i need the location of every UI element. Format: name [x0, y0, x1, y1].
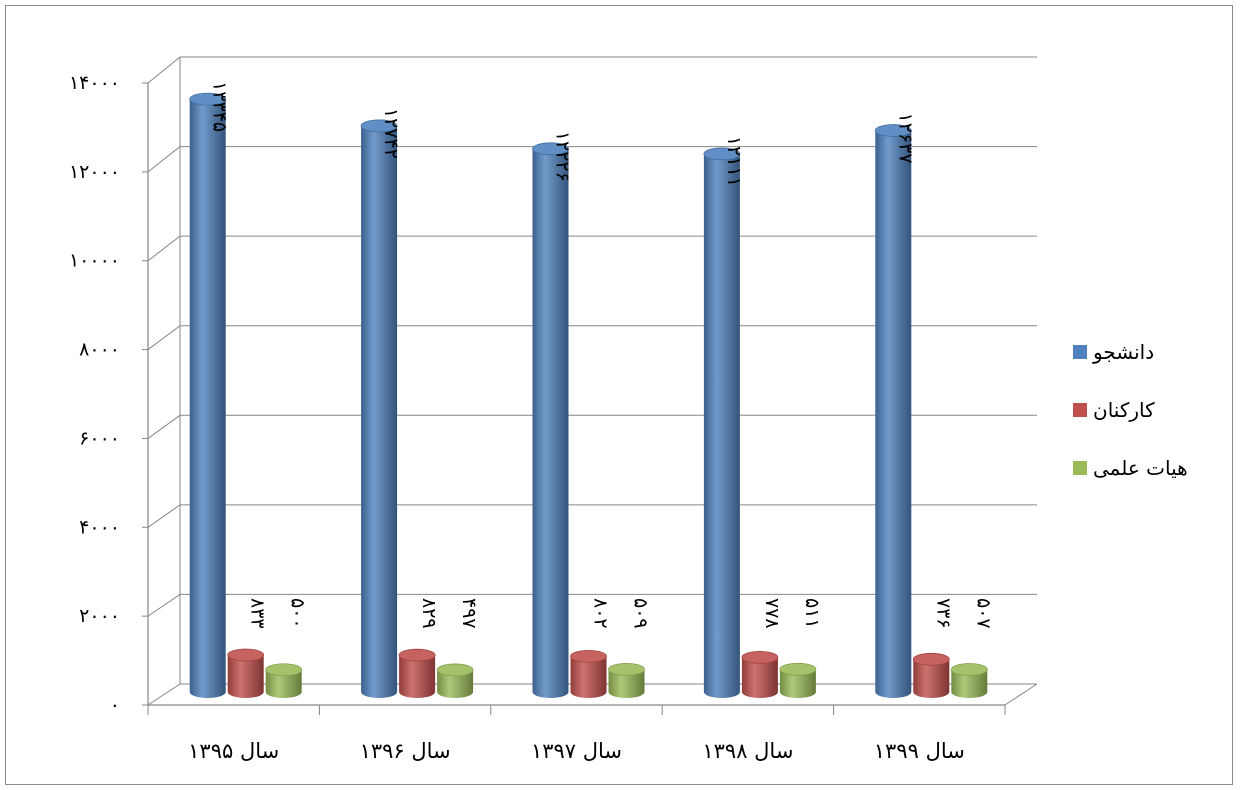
y-tick-label: ۱۰۰۰۰	[69, 250, 120, 272]
bar-body	[532, 148, 569, 698]
bar-top	[189, 92, 227, 106]
bar-top	[265, 663, 303, 677]
bar-top	[950, 663, 988, 676]
bar	[189, 92, 227, 699]
legend-label: دانشجو	[1093, 340, 1155, 364]
x-tick-label: سال ۱۳۹۹	[874, 739, 965, 763]
x-tick-label: سال ۱۳۹۸	[702, 739, 793, 763]
y-tick-label: ۶۰۰۰	[79, 427, 120, 449]
bar-body	[703, 153, 740, 699]
x-tick-label: سال ۱۳۹۶	[360, 739, 451, 763]
y-tick-label: ۴۰۰۰	[79, 516, 120, 538]
y-tick-label: ۲۰۰۰	[79, 605, 120, 627]
bar-top	[570, 649, 607, 663]
legend-swatch	[1073, 345, 1087, 359]
data-label: ۱۲۲۲۶	[552, 131, 574, 182]
bar-top	[608, 662, 645, 676]
gridline-diag	[147, 594, 181, 617]
bars	[189, 92, 988, 699]
bar-body	[741, 657, 778, 698]
legend-swatch	[1073, 403, 1087, 417]
data-label: ۷۷۸	[761, 598, 783, 629]
y-tick-label: ۰	[110, 694, 120, 716]
bar	[436, 663, 474, 698]
legend-swatch	[1073, 461, 1087, 475]
data-label: ۵۰۰	[287, 598, 309, 629]
bar	[227, 648, 265, 698]
bar-top	[532, 142, 569, 156]
legend-label: هیات علمی	[1093, 456, 1188, 480]
bar-body	[265, 669, 302, 698]
bar-top	[398, 648, 436, 662]
bar-body	[570, 656, 607, 698]
legend-item: دانشجو	[1073, 340, 1223, 364]
gridline-diag	[147, 146, 181, 173]
x-tick-label: سال ۱۳۹۵	[188, 739, 279, 763]
data-label: ۸۰۲	[590, 598, 612, 629]
bar-body	[189, 99, 226, 699]
bar-top	[360, 119, 398, 133]
bar-body	[875, 130, 912, 698]
bar	[570, 649, 607, 698]
bar-top	[874, 124, 912, 137]
bar-body	[227, 654, 264, 698]
gridline-diag	[147, 414, 181, 439]
bar-body	[608, 669, 645, 698]
legend-item: هیات علمی	[1073, 456, 1223, 480]
bar-top	[741, 651, 779, 664]
bar	[360, 119, 398, 699]
y-tick-label: ۸۰۰۰	[79, 339, 120, 361]
data-labels: ۱۳۳۴۵ ۱۲۷۴۲ ۱۲۲۲۶ ۱۲۱۱۱ ۱۲۶۳۷ ۸۳۳ ۸۲۹ ۸۰۲ ۷۷۸ ۷۳۶…	[209, 81, 995, 629]
bar	[398, 648, 436, 698]
x-tick-label: سال ۱۳۹۷	[531, 739, 622, 763]
bar	[741, 651, 779, 698]
data-label: ۸۳۳	[247, 598, 269, 629]
bar	[265, 663, 303, 698]
bar	[779, 662, 817, 698]
gridline-diag	[147, 235, 181, 262]
gridline-diag	[147, 325, 181, 350]
bar	[874, 124, 912, 698]
y-tick-label: ۱۴۰۰۰	[69, 72, 120, 94]
bar	[532, 142, 569, 698]
bar-top	[227, 648, 265, 662]
gridline-diag	[147, 56, 181, 84]
data-label: ۱۲۱۱۱	[723, 136, 745, 187]
data-label: ۱۲۶۳۷	[894, 113, 916, 164]
bar-top	[436, 663, 474, 677]
bar-top	[912, 652, 950, 666]
bar-body	[399, 655, 436, 698]
legend: دانشجو کارکنان هیات علمی	[1073, 340, 1223, 514]
bar-body	[779, 669, 816, 698]
data-label: ۱۲۷۴۲	[380, 108, 402, 159]
x-axis: سال ۱۳۹۵ سال ۱۳۹۶ سال ۱۳۹۷ سال ۱۳۹۸ سال ۱۳۹۹	[147, 705, 1006, 763]
data-label: ۴۹۷	[458, 598, 480, 629]
y-axis-ticks: ۰ ۲۰۰۰ ۴۰۰۰ ۶۰۰۰ ۸۰۰۰ ۱۰۰۰۰ ۱۲۰۰۰ ۱۴۰۰۰	[69, 72, 120, 716]
chart-walls	[147, 57, 1038, 706]
bar-body	[437, 669, 474, 698]
bar	[950, 663, 988, 698]
data-label: ۱۳۳۴۵	[209, 81, 231, 132]
bar-top	[779, 662, 817, 676]
bar-body	[361, 125, 398, 699]
bar-top	[703, 147, 741, 161]
bar-body	[913, 659, 950, 698]
data-label: ۸۲۹	[418, 598, 440, 629]
data-label: ۵۰۷	[972, 598, 994, 629]
legend-item: کارکنان	[1073, 398, 1223, 422]
gridline-diag	[147, 683, 181, 706]
bar-body	[951, 669, 988, 698]
data-label: ۷۳۶	[932, 598, 954, 629]
gridline-diag	[147, 504, 181, 528]
data-label: ۵۱۱	[801, 598, 823, 629]
bar	[703, 147, 741, 699]
bar	[912, 652, 950, 698]
floor-right-edge	[1004, 683, 1038, 706]
bar	[608, 662, 645, 698]
data-label: ۵۰۹	[630, 598, 652, 629]
legend-label: کارکنان	[1093, 398, 1155, 422]
y-tick-label: ۱۲۰۰۰	[69, 161, 120, 183]
